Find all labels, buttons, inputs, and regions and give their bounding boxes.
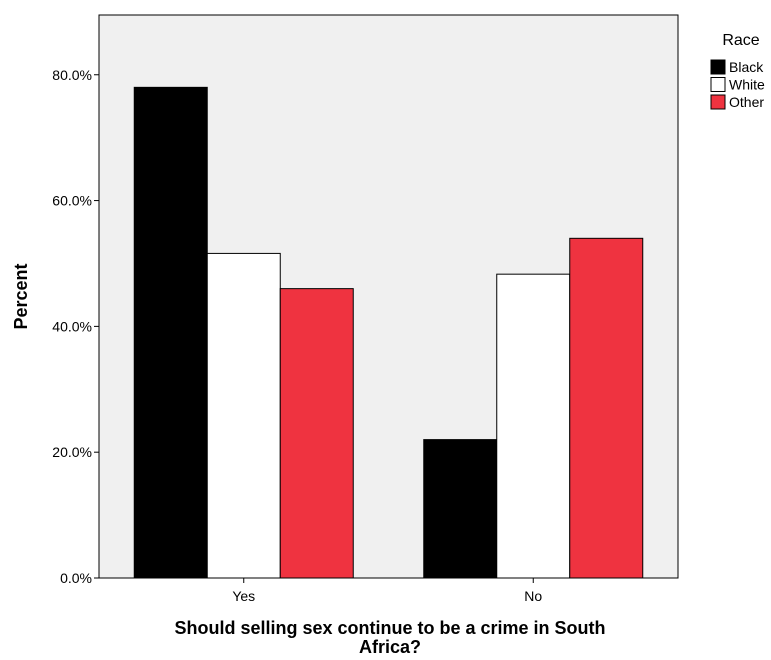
bar-black-yes: [133, 86, 208, 579]
y-tick-label: 20.0%: [52, 444, 92, 460]
bars-layer: [133, 86, 644, 579]
y-axis-title: Percent: [11, 263, 31, 329]
x-tick-label: No: [524, 588, 542, 604]
bar-other-no: [569, 237, 644, 579]
bar-white-yes: [206, 252, 281, 579]
x-tick-label: Yes: [232, 588, 255, 604]
legend-label-white: White: [729, 77, 765, 93]
bar-black-no: [423, 439, 498, 579]
legend-swatch-other: [710, 94, 726, 110]
bar-other-yes: [279, 288, 354, 579]
x-axis-title-line-1: Should selling sex continue to be a crim…: [174, 618, 605, 638]
x-axis-title-line-2: Africa?: [359, 637, 421, 655]
y-tick-label: 40.0%: [52, 318, 92, 334]
legend-title: Race: [722, 32, 759, 49]
y-tick-label: 80.0%: [52, 67, 92, 83]
y-tick-label: 0.0%: [60, 570, 92, 586]
legend-label-black: Black: [729, 59, 764, 75]
legend-swatch-black: [710, 59, 726, 75]
legend-label-other: Other: [729, 94, 764, 110]
y-tick-label: 60.0%: [52, 193, 92, 209]
axes-layer: 0.0% 20.0% 40.0% 60.0% 80.0% Yes No: [52, 67, 542, 604]
legend-swatch-white: [710, 77, 726, 92]
bar-white-no: [496, 273, 571, 579]
